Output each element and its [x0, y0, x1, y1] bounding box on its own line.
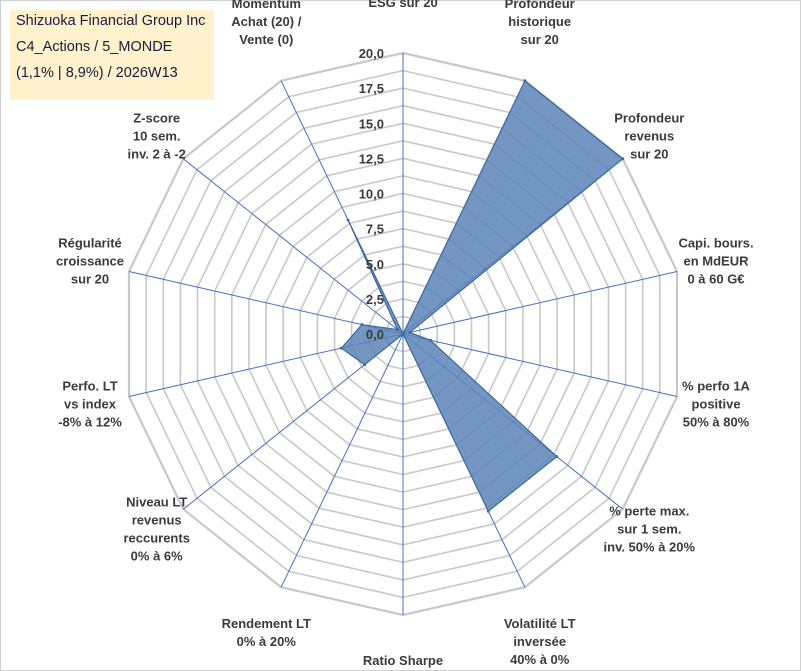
- axis-label: Capi. bours. en MdEUR 0 à 60 G€: [678, 236, 753, 287]
- radial-tick-label: 12,5: [359, 151, 384, 166]
- radial-tick-label: 10,0: [359, 187, 384, 202]
- radial-tick-label: 5,0: [366, 257, 384, 272]
- radar-series: [339, 79, 625, 513]
- radial-tick-label: 20,0: [359, 46, 384, 61]
- series-point: [339, 346, 343, 350]
- radial-tick-label: 17,5: [359, 81, 384, 96]
- axis-label: Momentum Achat (20) / Vente (0): [231, 0, 301, 47]
- axis-spoke: [280, 333, 404, 588]
- axis-spoke: [128, 271, 404, 335]
- radial-tick-label: 0,0: [366, 327, 384, 342]
- series-point: [396, 328, 399, 332]
- axis-label: Régularité croissance sur 20: [56, 236, 124, 287]
- series-point: [360, 323, 364, 327]
- axis-label: % perte max. sur 1 sem. inv. 50% à 20%: [604, 503, 696, 554]
- radial-tick-labels: 0,0 2,5 5,0 7,5 10,0 12,5 15,0 17,5 20,0: [359, 46, 384, 342]
- series-point: [486, 509, 490, 513]
- series-point: [621, 157, 625, 161]
- axis-spoke: [402, 271, 678, 335]
- axis-label: Volatilité LT inversée 40% à 0%: [504, 616, 576, 667]
- axis-label: Niveau LT revenus reccurents 0% à 6%: [123, 494, 189, 563]
- axis-label: Ratio Sharpe0 à 1: [363, 653, 443, 671]
- series-point: [401, 332, 405, 336]
- radial-tick-label: 7,5: [366, 222, 384, 237]
- title-company: Shizuoka Financial Group Inc: [16, 13, 206, 29]
- series-point: [523, 79, 527, 83]
- axis-label: Rendement LT 0% à 20%: [222, 616, 311, 649]
- series-point: [555, 455, 559, 459]
- axis-spoke: [402, 333, 678, 397]
- series-area: [340, 79, 624, 513]
- series-point: [408, 330, 412, 334]
- title-stats: (1,1% | 8,9%) / 2026W13: [16, 65, 178, 81]
- radial-tick-label: 15,0: [359, 116, 384, 131]
- axis-label: Profondeur historique sur 20: [505, 0, 575, 47]
- axis-label: Z-score 10 sem. inv. 2 à -2: [128, 111, 186, 162]
- series-point: [363, 363, 367, 367]
- title-category: C4_Actions / 5_MONDE: [16, 39, 173, 55]
- axis-label: Profondeur revenus sur 20: [614, 111, 684, 162]
- series-point: [428, 338, 432, 342]
- axis-label: NoteESG sur 20: [368, 0, 437, 10]
- axis-label: Perfo. LT vs index -8% à 12%: [58, 378, 122, 429]
- title-box: Shizuoka Financial Group Inc C4_Actions …: [10, 10, 214, 100]
- axis-spoke: [182, 158, 404, 335]
- axis-label: % perfo 1A positive 50% à 80%: [682, 378, 751, 429]
- radial-tick-label: 2,5: [366, 292, 384, 307]
- series-point: [346, 218, 350, 222]
